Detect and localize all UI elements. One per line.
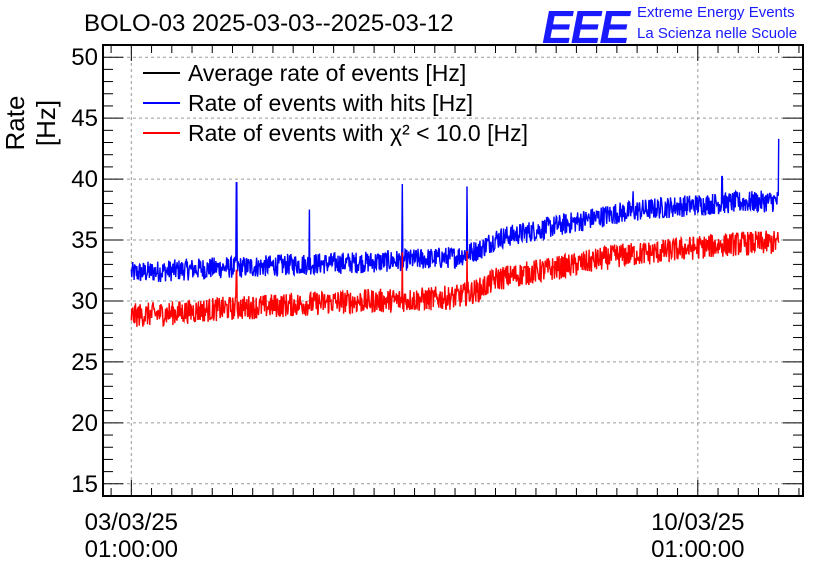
- series-layer: [130, 138, 780, 328]
- legend-entry-2: Rate of events with χ² < 10.0 [Hz]: [188, 120, 528, 146]
- chart-title: BOLO-03 2025-03-03--2025-03-12: [84, 10, 454, 37]
- y-tick-label: 50: [71, 44, 98, 71]
- series-line-2: [130, 230, 780, 328]
- axes: 152025303540455003/03/2501:00:0010/03/25…: [71, 44, 804, 563]
- logo-line2: La Scienza nelle Scuole: [637, 25, 798, 42]
- x-tick-label-date: 10/03/25: [651, 509, 744, 536]
- x-tick-label-date: 03/03/25: [85, 509, 178, 536]
- x-tick-label-time: 01:00:00: [651, 536, 744, 563]
- y-tick-label: 20: [71, 410, 98, 437]
- plot-frame: [102, 44, 804, 497]
- x-tick-label-time: 01:00:00: [85, 536, 178, 563]
- y-tick-label: 30: [71, 288, 98, 315]
- legend-entry-0: Average rate of events [Hz]: [188, 60, 466, 86]
- legend-entry-1: Rate of events with hits [Hz]: [188, 90, 473, 116]
- y-tick-label: 35: [71, 227, 98, 254]
- y-tick-label: 25: [71, 349, 98, 376]
- series-line-1: [130, 138, 780, 283]
- y-tick-label: 40: [71, 166, 98, 193]
- y-tick-label: 45: [71, 105, 98, 132]
- legend: Average rate of events [Hz] Rate of event…: [143, 60, 528, 146]
- y-tick-label: 15: [71, 471, 98, 498]
- y-axis-label: Rate [Hz]: [0, 95, 61, 151]
- eee-logo: EEE: [542, 1, 630, 53]
- logo-line1: Extreme Energy Events: [637, 4, 795, 21]
